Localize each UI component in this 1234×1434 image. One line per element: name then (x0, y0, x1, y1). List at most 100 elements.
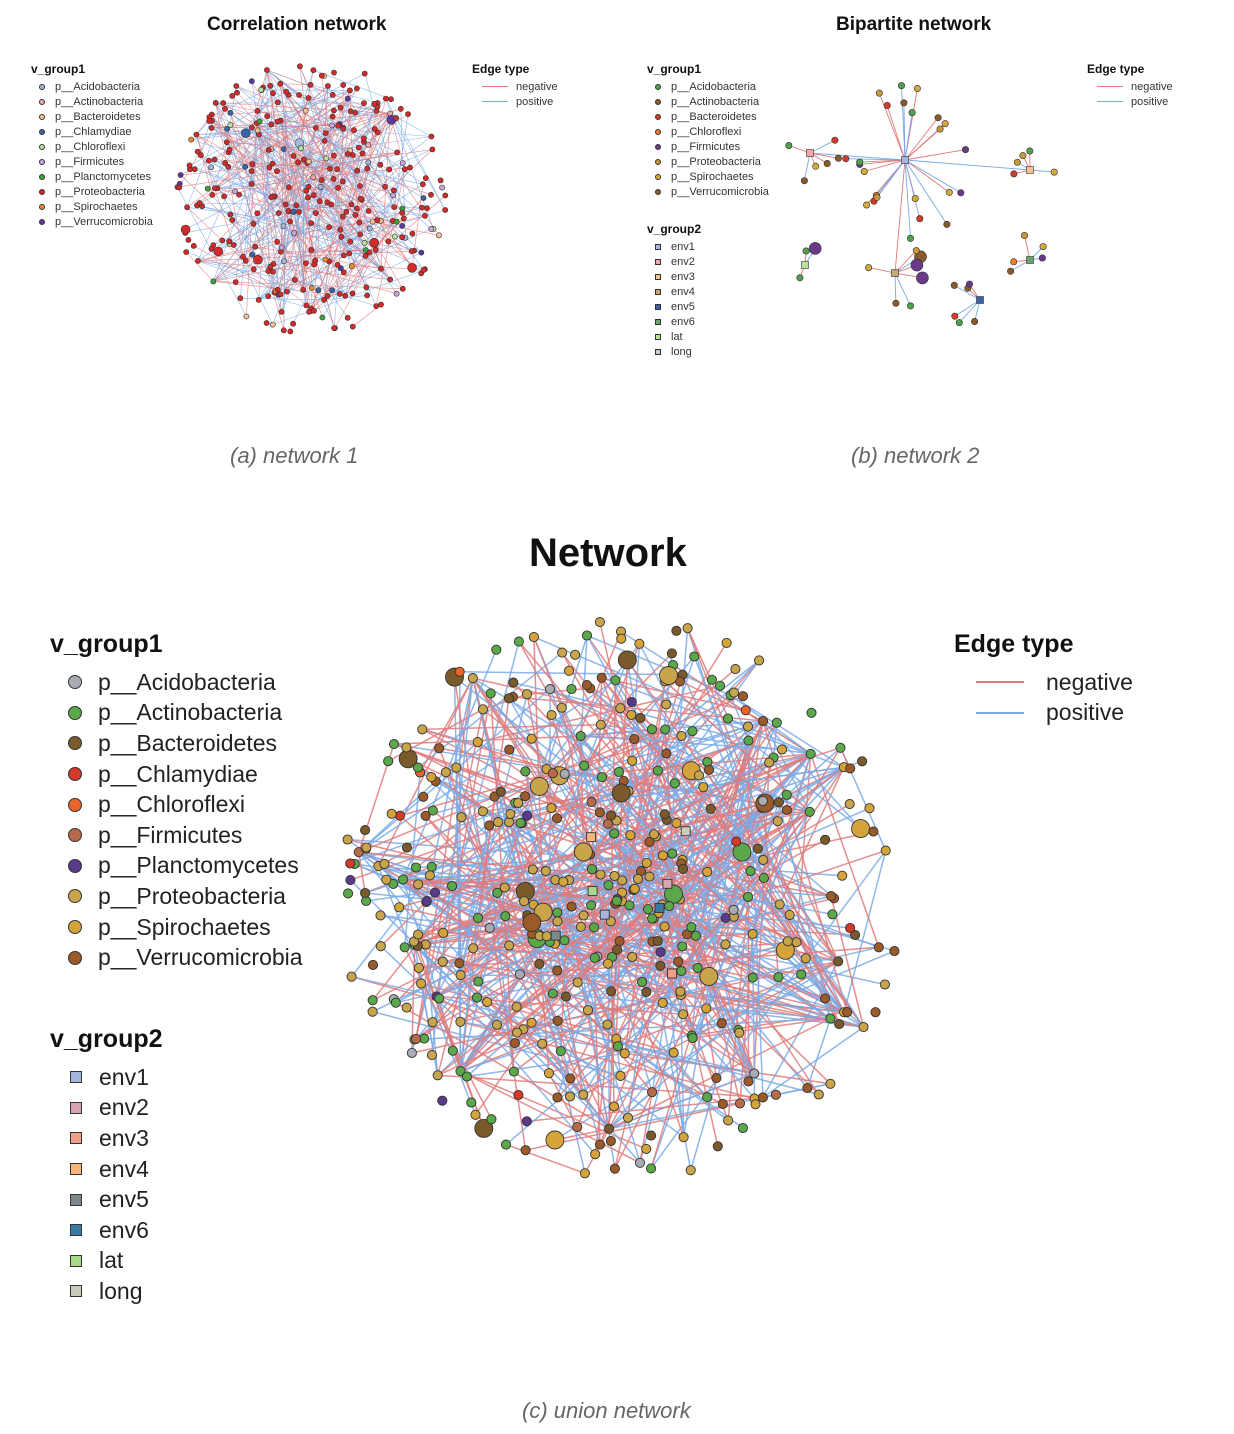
network-node (421, 212, 428, 219)
network-edge (747, 740, 764, 1098)
network-env-node (680, 826, 691, 837)
network-node (617, 650, 637, 670)
legend-title: Edge type (954, 630, 1074, 658)
network-edge (258, 110, 377, 135)
network-node (394, 902, 405, 913)
legend-item: env6 (50, 1215, 163, 1246)
network-edge (226, 128, 285, 331)
network-node (418, 204, 425, 211)
network-edge (217, 188, 299, 213)
network-edge (878, 92, 906, 161)
network-node (225, 163, 232, 170)
network-node (180, 224, 191, 235)
network-node (634, 1157, 646, 1168)
network-node (324, 199, 331, 206)
network-edge (186, 251, 325, 301)
network-node (343, 208, 350, 215)
network-node (716, 1018, 727, 1029)
legend-dot-swatch (655, 143, 661, 150)
network-node (771, 717, 782, 728)
network-node (397, 105, 404, 112)
network-node (796, 274, 804, 282)
network-node (222, 160, 228, 166)
network-node (316, 198, 323, 205)
network-edge (280, 120, 310, 312)
network-node (194, 148, 201, 155)
network-node (552, 965, 563, 976)
network-node (191, 166, 198, 173)
legend-item: p__Actinobacteria (31, 94, 153, 109)
network-node (310, 174, 317, 181)
network-node (758, 715, 769, 727)
network-node (850, 929, 861, 941)
network-node (326, 224, 332, 231)
network-node (868, 826, 879, 837)
network-node (248, 78, 255, 85)
network-node (615, 703, 626, 714)
network-node (883, 101, 891, 109)
network-edge (610, 811, 811, 922)
legend-square-swatch (655, 318, 661, 325)
legend-label: env4 (99, 1155, 149, 1182)
network-edge (414, 944, 498, 1026)
network-node (842, 155, 850, 163)
network-node (394, 810, 406, 821)
legend-item: p__Firmicutes (647, 139, 769, 154)
network-edge (608, 1017, 831, 1130)
network-node (826, 891, 837, 902)
network-node (581, 630, 593, 641)
network-node (521, 1116, 532, 1127)
network-node (842, 1007, 853, 1018)
network-node (347, 238, 354, 245)
network-node (955, 319, 963, 327)
network-node (361, 70, 368, 77)
network-edge (280, 120, 333, 126)
network-node (595, 719, 606, 730)
network-node (873, 942, 884, 953)
network-node (343, 888, 354, 899)
network-node (362, 252, 369, 259)
network-node (399, 160, 406, 166)
network-node (303, 187, 310, 194)
network-edge (577, 786, 704, 983)
legend-title: v_group1 (31, 62, 86, 76)
network-node (770, 1089, 781, 1100)
network-node (265, 293, 272, 299)
network-node (740, 705, 751, 716)
network-node (264, 67, 270, 73)
panel-b-group2-legend: v_group2 env1 env2 env3 env4 env5 env6 lat long (647, 222, 701, 359)
network-node (242, 257, 249, 264)
network-node (857, 756, 868, 767)
legend-item: p__Spirochaetes (50, 912, 303, 943)
network-node (879, 979, 890, 990)
network-node (556, 702, 567, 713)
network-node (471, 992, 483, 1003)
network-node (208, 164, 214, 171)
network-env-node (667, 968, 677, 979)
network-edge (904, 159, 948, 225)
network-node (427, 1017, 438, 1028)
network-node (491, 1019, 502, 1030)
network-edge (548, 1072, 578, 1128)
network-node (514, 969, 525, 980)
network-node (617, 875, 628, 886)
network-node (641, 857, 652, 868)
network-node (900, 99, 908, 107)
panel-a-edge-legend: Edge type negative positive (472, 62, 558, 109)
legend-item: env2 (50, 1093, 163, 1124)
network-node (819, 993, 831, 1004)
network-node (747, 928, 758, 940)
network-edge (593, 677, 603, 928)
network-node (652, 935, 663, 947)
legend-item: p__Chlamydiae (50, 759, 303, 790)
network-node (340, 269, 347, 276)
legend-dot-swatch (39, 158, 45, 165)
network-node (176, 184, 183, 191)
network-node (226, 146, 233, 153)
network-node (353, 205, 360, 212)
network-edge (377, 677, 474, 867)
legend-label: p__Spirochaetes (98, 913, 271, 940)
network-node (702, 1092, 713, 1103)
network-node (399, 209, 406, 216)
network-node (226, 238, 233, 245)
